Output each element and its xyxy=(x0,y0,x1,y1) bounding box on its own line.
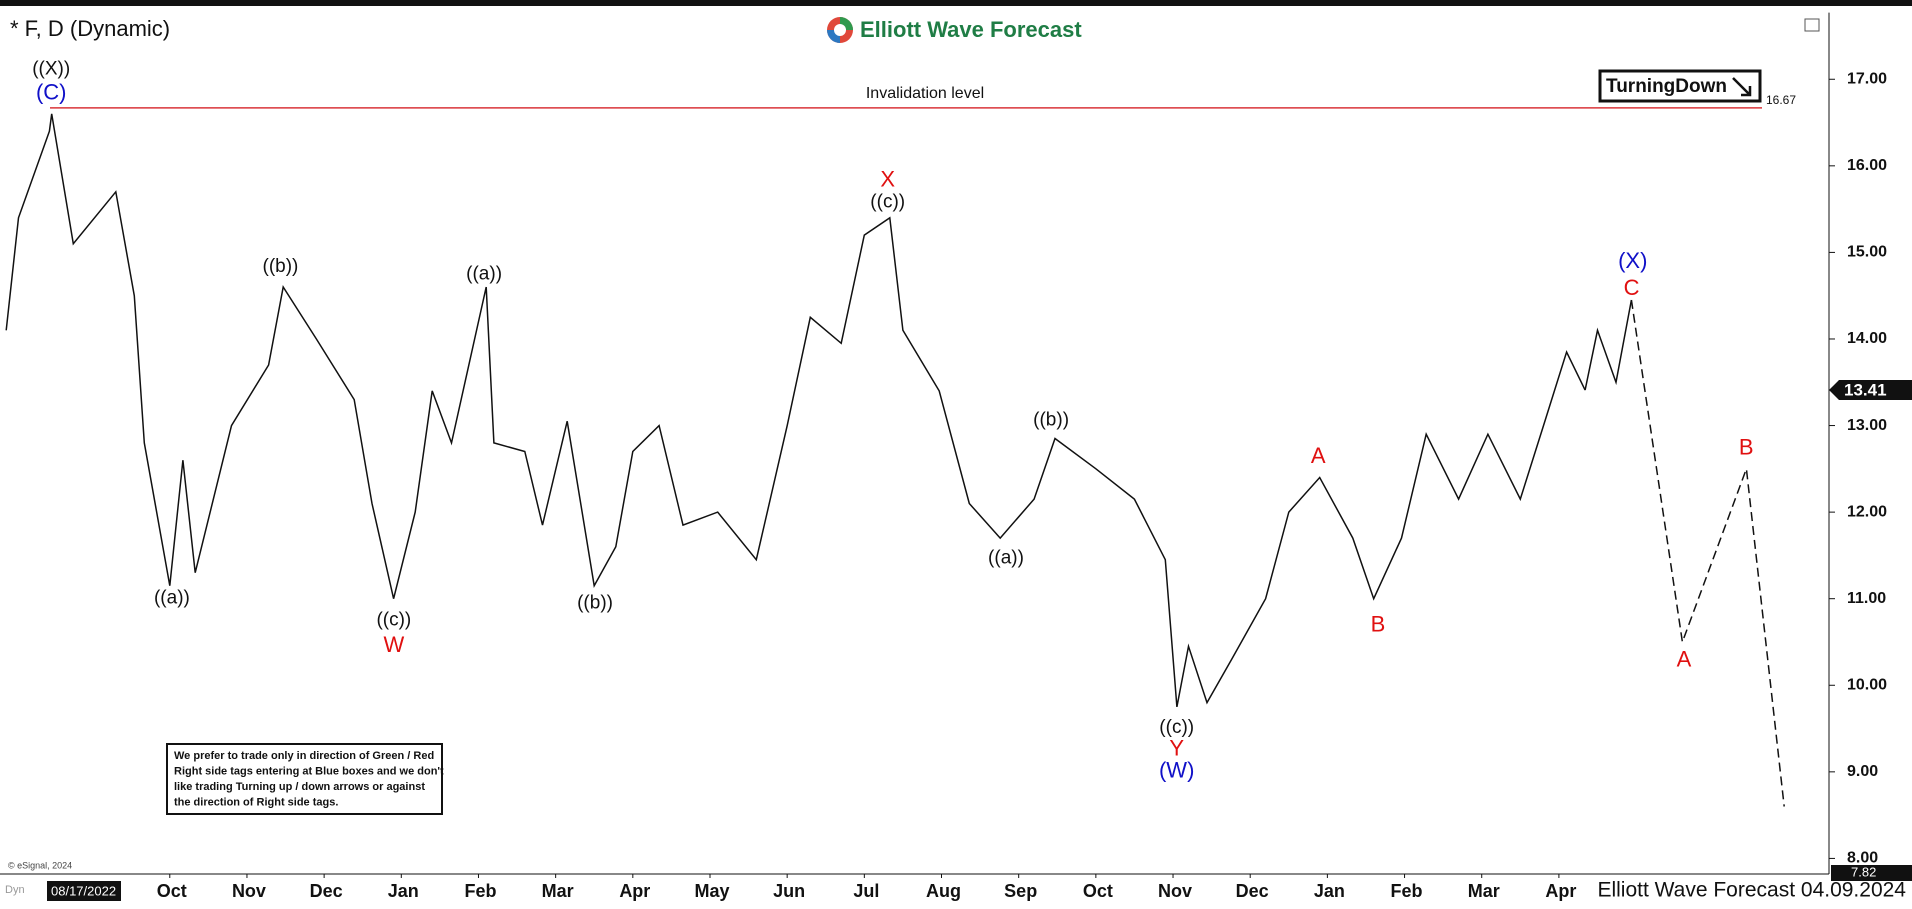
x-tick-label: Jan xyxy=(1314,881,1345,901)
axis-min-tag xyxy=(1831,865,1912,881)
wave-label: ((X)) xyxy=(32,59,70,80)
signal-arrow xyxy=(1732,77,1752,97)
wave-label: ((c)) xyxy=(870,191,905,212)
wave-label: ((b)) xyxy=(1033,410,1069,431)
note-frame xyxy=(166,743,443,815)
x-axis-strip xyxy=(0,874,1912,909)
start-date: 08/17/2022 xyxy=(51,883,116,898)
y-tick-label: 17.00 xyxy=(1847,70,1887,87)
wave-label: C xyxy=(1624,275,1640,300)
wave-label: ((c)) xyxy=(1159,717,1194,738)
y-tick-label: 15.00 xyxy=(1847,244,1887,261)
signal-text: TurningDown xyxy=(1606,76,1727,97)
logo-icon xyxy=(834,24,846,36)
y-tick-label: 9.00 xyxy=(1847,763,1878,780)
wave-label: ((a)) xyxy=(466,263,502,284)
wave-label: X xyxy=(880,166,895,191)
x-tick-label: Aug xyxy=(926,881,961,901)
invalidation-value: 16.67 xyxy=(1766,93,1796,107)
wave-label: ((b)) xyxy=(263,256,299,277)
x-tick-label: Feb xyxy=(464,881,496,901)
price-line xyxy=(5,113,1586,708)
brand-logo: Elliott Wave Forecast xyxy=(827,17,1082,43)
wave-label: A xyxy=(1677,647,1692,672)
x-tick-label: Dec xyxy=(310,881,343,901)
y-tick-label: 12.00 xyxy=(1847,503,1887,520)
wave-label: A xyxy=(1311,443,1326,468)
x-tick-label: Oct xyxy=(157,881,187,901)
x-tick-label: Nov xyxy=(1158,881,1192,901)
x-tick-label: May xyxy=(694,881,729,901)
footer: Elliott Wave Forecast 04.09.2024 xyxy=(1597,879,1906,902)
invalidation-label: Invalidation level xyxy=(866,85,984,102)
y-tick-label: 14.00 xyxy=(1847,330,1887,347)
y-tick-label: 11.00 xyxy=(1847,590,1886,607)
x-tick-label: Feb xyxy=(1391,881,1423,901)
wave-label: B xyxy=(1739,435,1754,460)
y-tick-label: 10.00 xyxy=(1847,676,1887,693)
y-tick-label: 16.00 xyxy=(1847,157,1887,174)
wave-label: W xyxy=(383,632,404,657)
signal-frame xyxy=(1598,69,1762,103)
wave-label: (W) xyxy=(1159,758,1194,783)
note-line: like trading Turning up / down arrows or… xyxy=(174,781,425,793)
wave-label: (C) xyxy=(36,80,67,105)
y-tick-label: 13.00 xyxy=(1847,417,1887,434)
x-tick-label: Oct xyxy=(1083,881,1113,901)
x-tick-label: Sep xyxy=(1004,881,1037,901)
wave-label: ((c)) xyxy=(376,610,411,631)
projection-line xyxy=(1630,299,1785,807)
last-price-tag xyxy=(1829,380,1912,401)
note-line: Right side tags entering at Blue boxes a… xyxy=(174,765,444,777)
x-tick-label: Apr xyxy=(1545,881,1576,901)
x-tick-label: Dec xyxy=(1236,881,1269,901)
x-tick-label: Jul xyxy=(853,881,879,901)
mode-tag: Dyn xyxy=(5,884,25,896)
x-tick-label: Mar xyxy=(1468,881,1500,901)
x-tick-label: Mar xyxy=(542,881,574,901)
copyright: © eSignal, 2024 xyxy=(8,860,72,870)
axis-min-label: 7.82 xyxy=(1851,864,1876,879)
note-line: We prefer to trade only in direction of … xyxy=(174,750,434,762)
signal-box: TurningDown xyxy=(1598,69,1762,103)
wave-label: ((a)) xyxy=(988,547,1024,568)
chart-title: * F, D (Dynamic) xyxy=(10,16,170,41)
x-tick-label: Nov xyxy=(232,881,266,901)
brand-name: Elliott Wave Forecast xyxy=(860,17,1082,42)
note-line: the direction of Right side tags. xyxy=(174,796,338,808)
note-box xyxy=(166,743,443,815)
x-tick-label: Jan xyxy=(388,881,419,901)
y-tick-label: 8.00 xyxy=(1847,850,1878,867)
wave-label: Y xyxy=(1169,736,1184,761)
x-tick-label: Jun xyxy=(773,881,805,901)
wave-label: ((a)) xyxy=(154,588,190,609)
window-icon xyxy=(1804,18,1820,32)
wave-label: ((b)) xyxy=(577,593,613,614)
wave-label: B xyxy=(1371,611,1386,636)
last-price-label: 13.41 xyxy=(1844,381,1887,400)
price-line xyxy=(1584,299,1633,391)
wave-label: (X) xyxy=(1618,248,1647,273)
x-tick-label: Apr xyxy=(619,881,650,901)
top-bar xyxy=(0,0,1912,6)
date-box xyxy=(47,881,121,901)
